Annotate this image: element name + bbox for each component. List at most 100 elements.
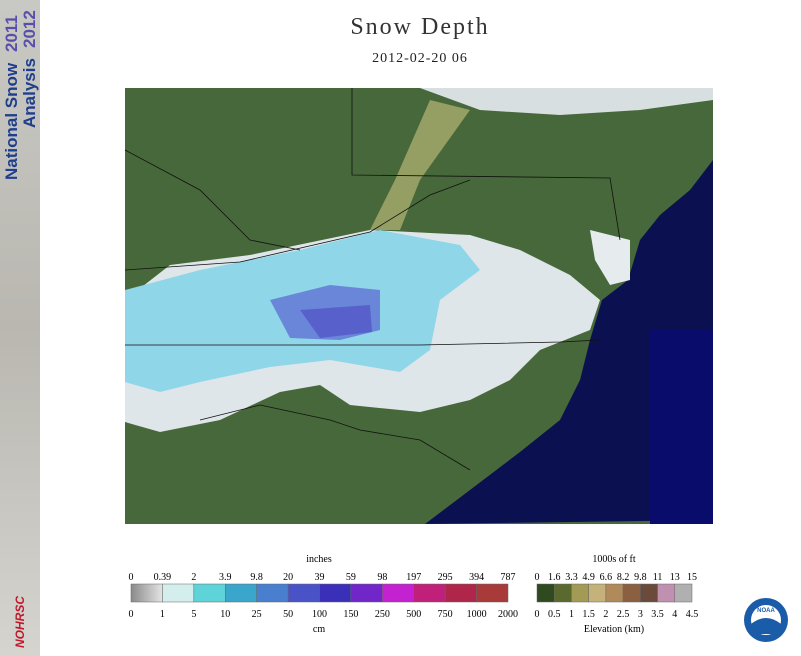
legend-label: 750	[438, 609, 453, 620]
legend-label: 6.6	[600, 572, 613, 583]
legend-swatch	[640, 583, 658, 603]
banner-line-1: National Snow 2011	[2, 15, 21, 180]
borders	[124, 88, 621, 471]
legend-label: 100	[312, 609, 327, 620]
legend-label: 39	[315, 572, 325, 583]
legend-label: 13	[670, 572, 680, 583]
legend-label: 787	[501, 572, 516, 583]
ocean-block	[650, 330, 713, 524]
legend-label: 295	[438, 572, 453, 583]
legend-label: 150	[343, 609, 358, 620]
legend-swatch	[225, 583, 257, 603]
legend-label: 1.6	[548, 572, 561, 583]
legend-label: 1	[569, 609, 574, 620]
legend-swatch	[319, 583, 352, 603]
legend-label: 1	[160, 609, 165, 620]
legend-swatch	[130, 583, 163, 603]
subtitle: 2012-02-20 06	[372, 51, 468, 66]
legend-label: 10	[220, 609, 230, 620]
legend-label: 5	[191, 609, 196, 620]
legend-swatch	[413, 583, 446, 603]
legend-label: 0	[129, 609, 134, 620]
banner-line-2: Analysis 2012	[20, 10, 39, 128]
legend-label: 4	[672, 609, 677, 620]
state-border	[124, 179, 471, 271]
legend-label: 0	[129, 572, 134, 583]
ocean	[425, 88, 713, 524]
legend-label: 2000	[498, 609, 518, 620]
banner-year: 2011	[2, 15, 21, 52]
state-border	[124, 149, 301, 251]
snow-legend: inches cm 0 0.39 2 3.9 9.8 20 39 59 98 197 295 394 7…	[129, 554, 519, 635]
legend-title: Elevation (km)	[584, 624, 644, 635]
banner-background	[0, 0, 40, 656]
legend-swatch	[256, 583, 289, 603]
legend-title: cm	[313, 624, 325, 635]
legend-label: 25	[252, 609, 262, 620]
legend-swatch	[588, 583, 607, 603]
legend-label: 500	[406, 609, 421, 620]
legend-label: 1.5	[582, 609, 595, 620]
legend-label: 50	[283, 609, 293, 620]
state-border	[125, 339, 601, 346]
legend-label: 0.39	[154, 572, 172, 583]
map	[124, 88, 713, 524]
legend-title: 1000s of ft	[592, 554, 636, 565]
legend-label: 2.5	[617, 609, 630, 620]
legend-label: 1000	[467, 609, 487, 620]
legend-swatch	[536, 583, 555, 603]
legend-label: 250	[375, 609, 390, 620]
legend-label: 15	[687, 572, 697, 583]
legend-label: 9.8	[634, 572, 647, 583]
snow-north	[420, 88, 713, 115]
legend-label: 4.9	[582, 572, 595, 583]
banner-text: National Snow	[2, 62, 21, 180]
legend-label: 3.9	[219, 572, 232, 583]
legend-label: 3	[638, 609, 643, 620]
legend-swatch	[382, 583, 415, 603]
legend-swatch	[162, 583, 195, 603]
logo-wave	[751, 618, 781, 634]
banner-year: 2012	[20, 10, 39, 48]
noaa-logo: NOAA	[744, 598, 788, 642]
state-border	[199, 404, 471, 471]
legend-swatch	[476, 583, 509, 603]
legend-label: 4.5	[686, 609, 699, 620]
legend-swatch	[674, 583, 693, 603]
legend-label: 0	[535, 609, 540, 620]
legend-swatch	[553, 583, 572, 603]
banner-text: Analysis	[20, 58, 39, 128]
legend-label: 9.8	[250, 572, 263, 583]
snow-east	[590, 230, 630, 285]
legend-label: 2	[191, 572, 196, 583]
snow-deepest	[300, 305, 372, 338]
legend-title: inches	[306, 554, 332, 565]
legend-label: 59	[346, 572, 356, 583]
title: Snow Depth	[350, 14, 489, 40]
legend-swatch	[622, 583, 641, 603]
ridge	[370, 100, 470, 230]
legend-label: 394	[469, 572, 484, 583]
legend-swatch	[287, 583, 320, 603]
legend-label: 8.2	[617, 572, 630, 583]
legend-label: 11	[653, 572, 663, 583]
legend-label: 3.3	[565, 572, 578, 583]
elevation-legend: 1000s of ft Elevation (km) 0 1.6 3.3 4.9 6.6…	[535, 554, 699, 635]
logo-text: NOAA	[757, 608, 775, 614]
legend-label: 197	[406, 572, 421, 583]
legend-label: 20	[283, 572, 293, 583]
legend-swatch	[193, 583, 226, 603]
legend-label: 3.5	[651, 609, 664, 620]
legend-swatch	[657, 583, 676, 603]
legend-label: 2	[603, 609, 608, 620]
legend-label: 0	[535, 572, 540, 583]
legend-swatch	[444, 583, 477, 603]
legend-label: 98	[377, 572, 387, 583]
legend-swatch	[605, 583, 624, 603]
legend-swatch	[571, 583, 589, 603]
legend-label: 0.5	[548, 609, 561, 620]
state-border	[351, 88, 621, 241]
